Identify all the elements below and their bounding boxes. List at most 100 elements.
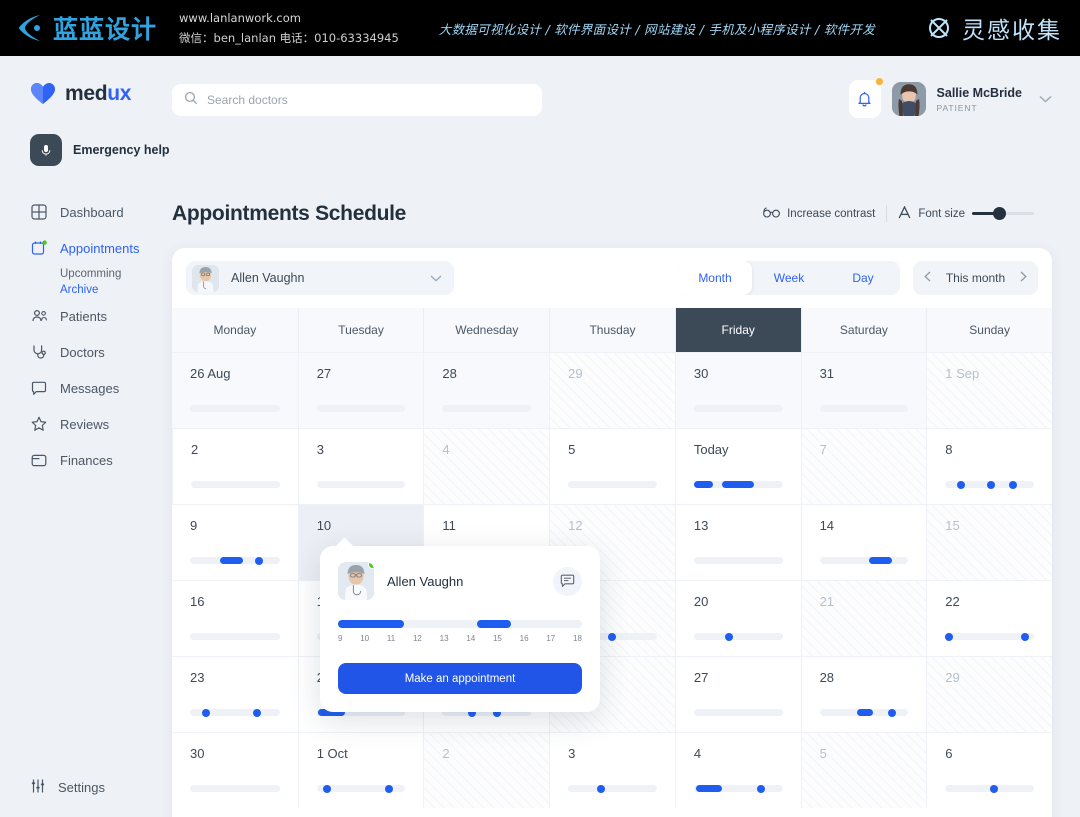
calendar-day-cell[interactable]: 28 — [423, 353, 550, 428]
user-chevron-down-icon[interactable] — [1039, 90, 1052, 108]
sidebar-item-reviews[interactable]: Reviews — [0, 406, 172, 442]
calendar-day-cell[interactable]: 2 — [172, 429, 298, 504]
calendar-day-cell[interactable]: 4 — [423, 429, 550, 504]
font-size-control[interactable]: Font size — [898, 205, 1034, 222]
calendar-day-cell[interactable]: 26 Aug — [172, 353, 298, 428]
tab-week[interactable]: Week — [773, 271, 805, 285]
sidebar-item-settings[interactable]: Settings — [0, 778, 105, 797]
availability-segment — [695, 785, 723, 792]
availability-bar[interactable] — [819, 557, 909, 564]
month-navigator[interactable]: This month — [913, 261, 1038, 295]
calendar-day-cell[interactable]: 27 — [297, 353, 424, 428]
avatar[interactable] — [891, 82, 926, 116]
availability-bar[interactable] — [693, 632, 783, 641]
calendar-grid: 26 Aug 27 28 29 30 31 1 Sep 2 3 4 5 Today 7 8 9 10 11 12 1… — [172, 352, 1052, 808]
calendar-day-cell[interactable]: 16 — [172, 581, 298, 656]
timeline-track[interactable] — [338, 620, 582, 628]
availability-bar[interactable] — [945, 784, 1034, 793]
notifications-button[interactable] — [848, 77, 884, 118]
increase-contrast-button[interactable]: Increase contrast — [763, 206, 875, 221]
sidebar-item-appointments[interactable]: Appointments — [0, 230, 172, 266]
calendar-day-number: 16 — [190, 594, 205, 609]
availability-bar[interactable] — [190, 633, 280, 640]
calendar-day-cell[interactable]: 6 — [926, 733, 1052, 808]
calendar-day-cell[interactable]: 28 — [800, 657, 927, 732]
next-month-icon[interactable] — [1020, 269, 1027, 287]
calendar-day-cell[interactable]: 29 — [926, 657, 1052, 732]
emergency-help-button[interactable]: Emergency help — [0, 134, 172, 166]
calendar-day-cell[interactable]: 12 — [549, 505, 675, 580]
timeline-hour-label: 17 — [546, 634, 556, 643]
calendar-day-cell[interactable]: 21 — [800, 581, 927, 656]
calendar-day-cell[interactable]: 15 — [926, 505, 1052, 580]
availability-bar[interactable] — [442, 405, 532, 412]
sidebar-item-doctors[interactable]: Doctors — [0, 334, 172, 370]
availability-bar[interactable] — [693, 557, 783, 564]
tab-month[interactable]: Month — [678, 261, 752, 295]
availability-bar[interactable] — [944, 632, 1034, 641]
availability-bar[interactable] — [693, 481, 783, 488]
calendar-day-cell[interactable]: 1 Oct — [297, 733, 424, 808]
subnav-upcomming[interactable]: Upcomming — [60, 268, 122, 280]
calendar-day-cell[interactable]: 29 — [549, 353, 675, 428]
availability-bar[interactable] — [190, 556, 280, 565]
tab-day[interactable]: Day — [852, 271, 874, 285]
calendar-day-cell[interactable]: 13 — [674, 505, 801, 580]
availability-bar[interactable] — [191, 481, 280, 488]
make-appointment-button[interactable]: Make an appointment — [338, 663, 582, 694]
availability-bar[interactable] — [568, 481, 657, 488]
availability-bar[interactable] — [819, 405, 909, 412]
calendar-day-cell[interactable]: 4 — [674, 733, 801, 808]
calendar-day-cell[interactable]: 1 Sep — [926, 353, 1052, 428]
availability-bar[interactable] — [442, 708, 532, 717]
availability-bar[interactable] — [693, 709, 783, 716]
availability-bar[interactable] — [190, 405, 280, 412]
calendar-day-cell[interactable]: 3 — [549, 733, 675, 808]
calendar-week-row: 16171819202122 — [172, 580, 1052, 656]
availability-bar[interactable] — [945, 480, 1034, 489]
slider-knob[interactable] — [993, 207, 1006, 220]
calendar-day-cell[interactable]: Today — [674, 429, 801, 504]
subnav-archive[interactable]: Archive — [60, 284, 99, 296]
popup-timeline[interactable]: 9 10 11 12 13 14 15 16 17 18 — [338, 620, 582, 643]
search-input[interactable] — [207, 93, 530, 107]
sidebar-item-dashboard[interactable]: Dashboard — [0, 194, 172, 230]
calendar-day-cell[interactable]: 3 — [297, 429, 424, 504]
prev-month-icon[interactable] — [924, 269, 931, 287]
calendar-day-cell[interactable]: 20 — [674, 581, 801, 656]
calendar-day-cell[interactable]: 7 — [800, 429, 927, 504]
popup-message-button[interactable] — [553, 566, 582, 596]
availability-bar[interactable] — [568, 784, 657, 793]
calendar-day-cell[interactable]: 30 — [674, 353, 801, 428]
calendar-day-cell[interactable]: 23 — [172, 657, 298, 732]
availability-bar[interactable] — [190, 708, 280, 717]
availability-bar[interactable] — [568, 632, 657, 641]
calendar-day-cell[interactable]: 9 — [172, 505, 298, 580]
availability-bar[interactable] — [819, 708, 909, 717]
availability-bar[interactable] — [693, 784, 783, 793]
calendar-day-number: 5 — [568, 442, 576, 457]
search-box[interactable] — [172, 84, 542, 116]
calendar-day-cell[interactable]: 30 — [172, 733, 298, 808]
availability-bar[interactable] — [316, 405, 406, 412]
calendar-day-cell[interactable]: 22 — [926, 581, 1052, 656]
calendar-day-cell[interactable]: 2 — [423, 733, 550, 808]
calendar-day-cell[interactable]: 14 — [800, 505, 927, 580]
calendar-day-cell[interactable]: 5 — [800, 733, 927, 808]
availability-bar[interactable] — [316, 481, 406, 488]
wallet-icon — [30, 451, 48, 469]
sidebar-item-patients[interactable]: Patients — [0, 298, 172, 334]
doctor-select[interactable]: Allen Vaughn — [186, 261, 454, 295]
sidebar-item-messages[interactable]: Messages — [0, 370, 172, 406]
availability-bar[interactable] — [693, 405, 783, 412]
font-size-slider[interactable] — [972, 207, 1034, 220]
calendar-day-cell[interactable]: 5 — [549, 429, 675, 504]
weekday-header-3: Thusday — [549, 308, 675, 352]
calendar-day-cell[interactable]: 27 — [674, 657, 801, 732]
calendar-day-cell[interactable]: 31 — [800, 353, 927, 428]
sidebar-item-finances[interactable]: Finances — [0, 442, 172, 478]
availability-bar[interactable] — [316, 784, 406, 793]
availability-bar[interactable] — [316, 709, 406, 716]
availability-bar[interactable] — [190, 785, 280, 792]
calendar-day-cell[interactable]: 8 — [926, 429, 1052, 504]
